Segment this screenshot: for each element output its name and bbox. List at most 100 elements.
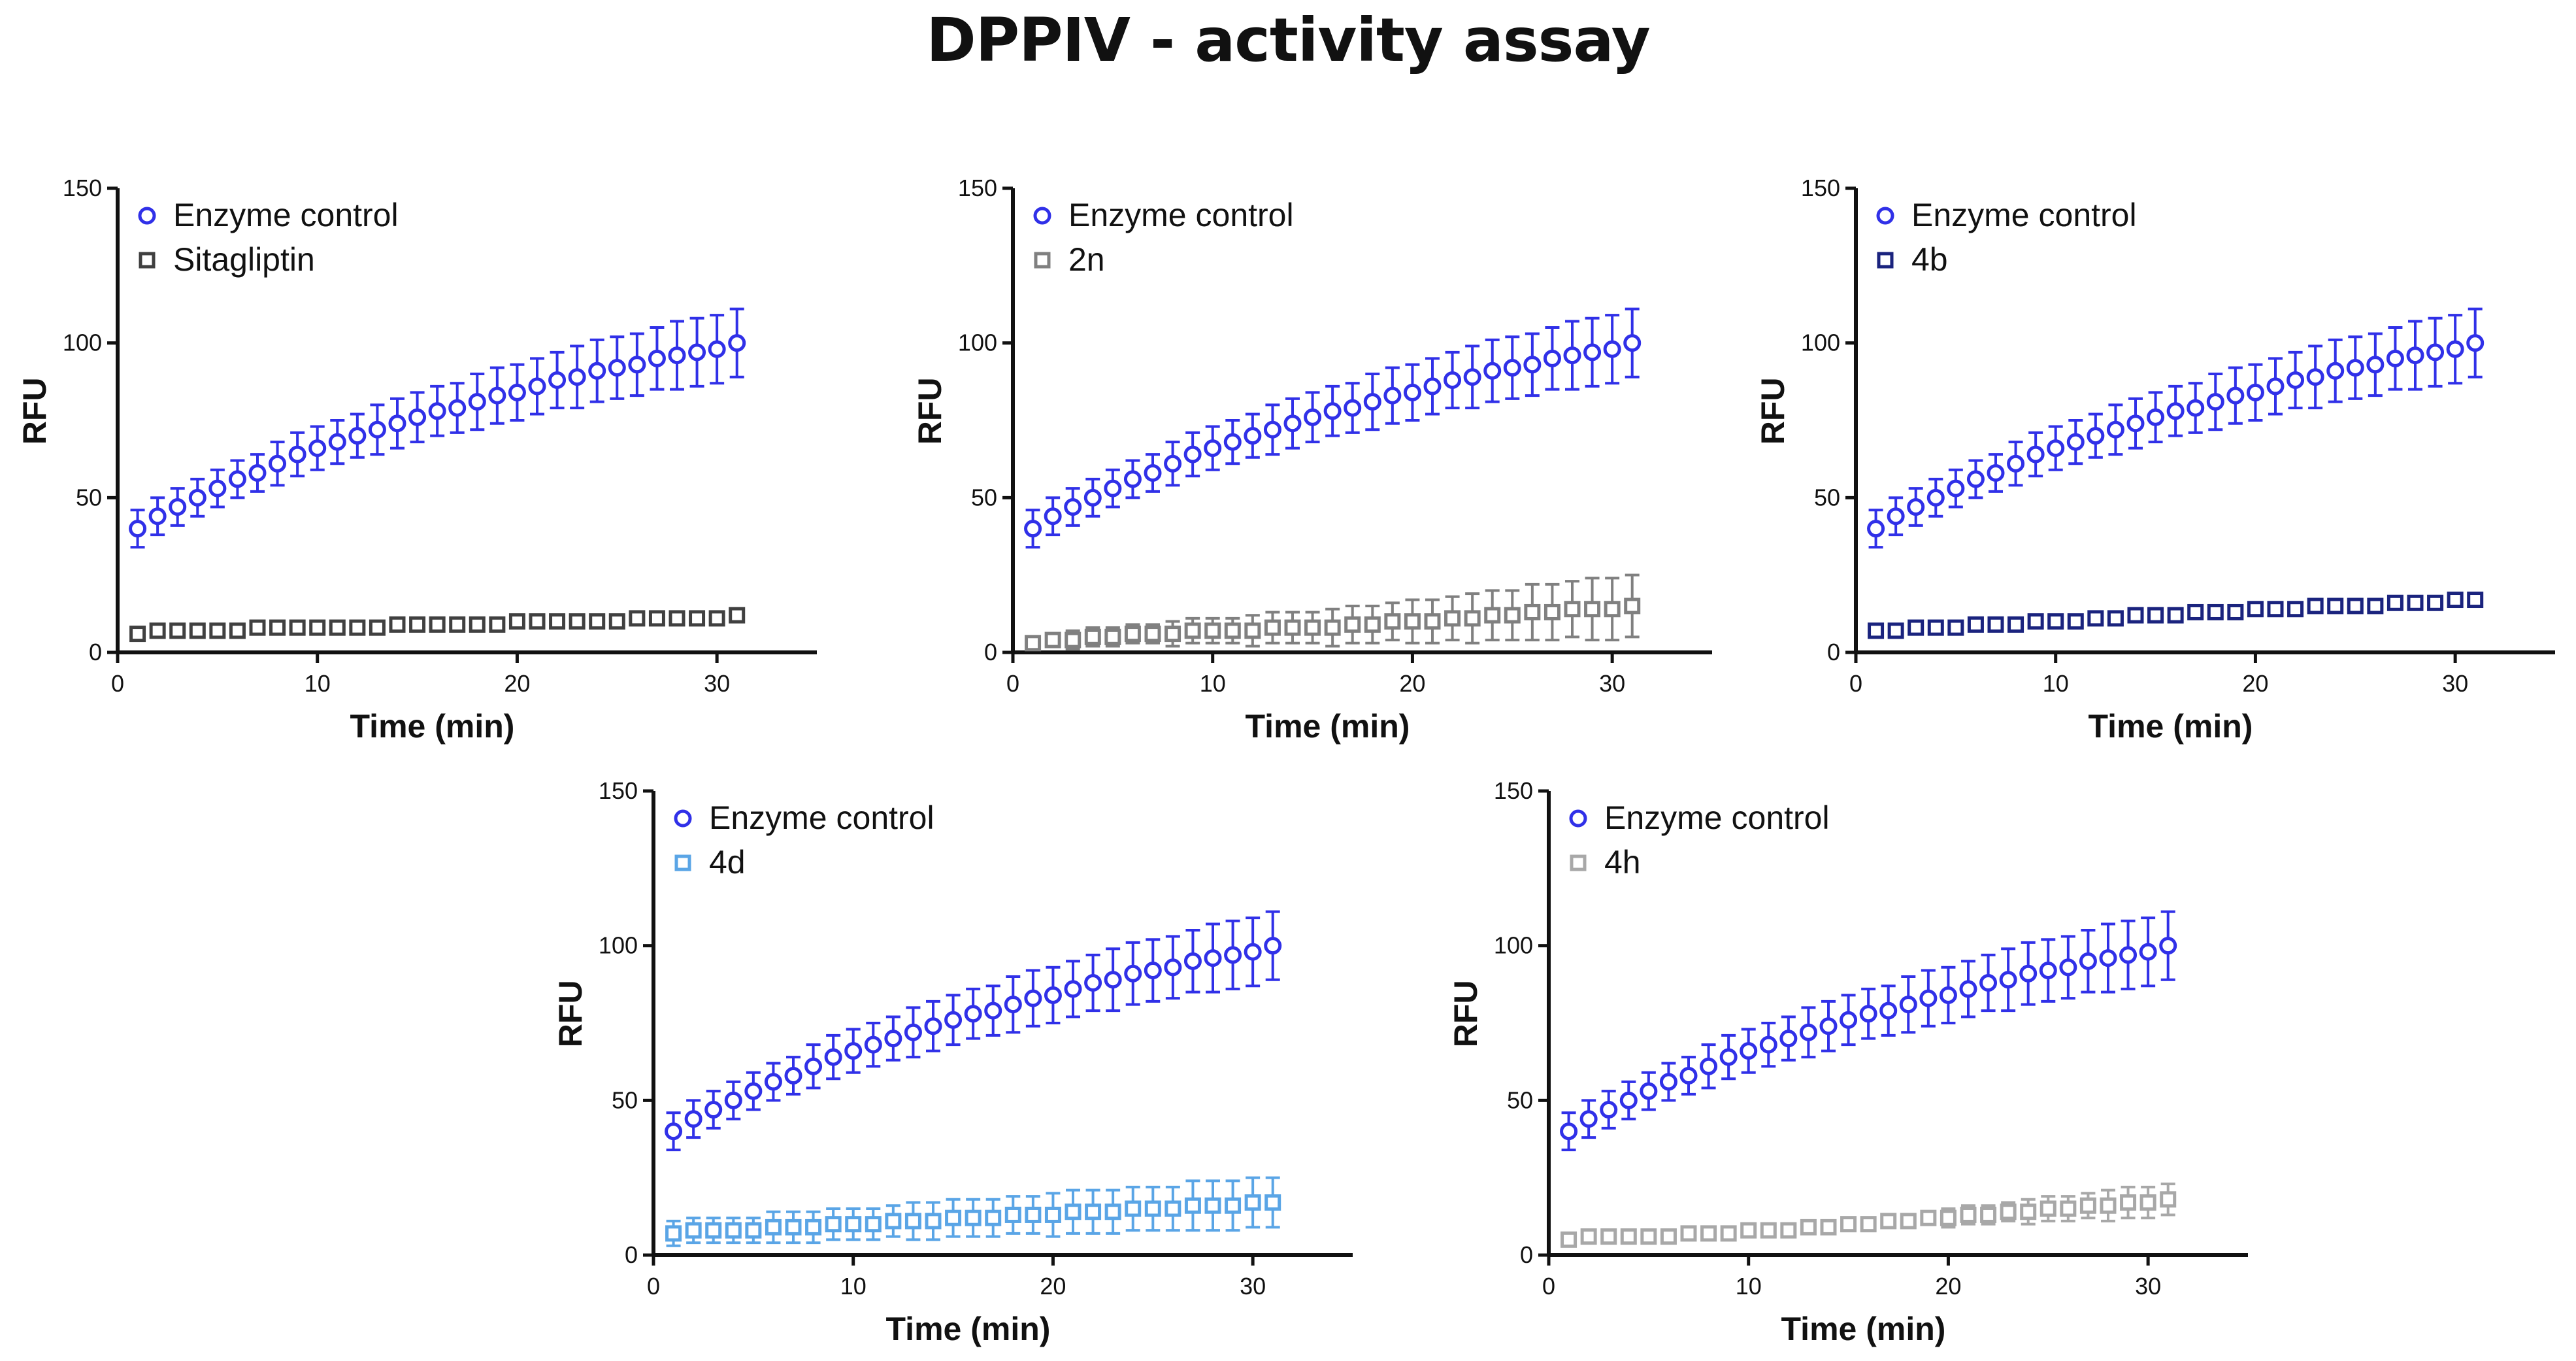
panel3-point — [1907, 619, 1924, 636]
panel2-point — [1543, 349, 1561, 367]
panel5-point — [2059, 958, 2077, 977]
panel1-point — [529, 613, 546, 630]
panel5-point — [1620, 1228, 1637, 1245]
panel2-point — [1064, 498, 1082, 516]
panel1-point — [209, 622, 226, 639]
panel3-point — [2447, 592, 2464, 609]
panel4-point — [944, 1011, 963, 1029]
panel4-point — [1164, 958, 1182, 977]
panel5-point — [1660, 1228, 1677, 1245]
panel3-point — [2026, 445, 2045, 463]
panel4-point — [884, 1030, 902, 1048]
panel2-point — [1583, 343, 1602, 361]
panel4-ytick-label: 50 — [612, 1086, 638, 1113]
panel2-point — [1623, 334, 1642, 352]
panel4-point — [825, 1216, 842, 1233]
panel5-point — [1840, 1011, 1858, 1029]
panel3-point — [1927, 619, 1944, 636]
panel4-ytick-label: 150 — [599, 777, 638, 804]
chart-panel-2n: 0 50 100 150 0 10 20 30 Time (min) RFU Enzyme cont… — [912, 175, 1712, 745]
panel5-point — [2019, 964, 2038, 983]
panel1-point — [489, 616, 506, 633]
panel4-point — [1004, 996, 1022, 1014]
panel3-point — [2226, 386, 2245, 405]
panel1-point — [708, 610, 725, 627]
panel1-point — [688, 343, 706, 361]
panel3-point — [2266, 377, 2285, 395]
panel4-legend-label: 4d — [709, 844, 746, 881]
panel1-point — [608, 613, 625, 630]
panel2-point — [1563, 346, 1581, 365]
panel1-point — [388, 414, 406, 433]
panel3-point — [2247, 601, 2264, 618]
panel1-ytick-label: 150 — [63, 175, 102, 201]
panel4-point — [805, 1218, 822, 1235]
panel4-point — [684, 1110, 702, 1128]
panel2-ytick-label: 100 — [958, 329, 997, 356]
panel1-point — [129, 520, 147, 538]
panel1-point — [149, 622, 166, 639]
panel1-point — [589, 613, 606, 630]
panel2-xtick-label: 0 — [1006, 670, 1019, 697]
panel5-point — [2020, 1203, 2037, 1220]
panel3-point — [2147, 408, 2165, 426]
panel4-point — [1104, 971, 1122, 989]
panel5-point — [1640, 1082, 1658, 1100]
panel2-point — [1044, 507, 1062, 526]
panel2-point — [1344, 616, 1361, 633]
panel4-point — [1184, 1197, 1201, 1214]
panel3-point — [1926, 488, 1945, 507]
panel3-point — [2067, 613, 2084, 630]
panel1-point — [428, 402, 446, 420]
panel5-point — [1759, 1035, 1777, 1054]
panel5-point — [1920, 1209, 1937, 1226]
panel4-point — [1183, 952, 1202, 970]
panel2-point — [1584, 601, 1601, 618]
panel5-point — [1780, 1222, 1797, 1239]
panel4-series-4d — [665, 1176, 1281, 1247]
panel2-point — [1224, 622, 1241, 639]
panel4-point — [804, 1057, 823, 1075]
panel3-point — [2027, 613, 2044, 630]
panel3-point — [2467, 592, 2484, 609]
panel1-point — [729, 607, 746, 624]
panel3-series-enzyme — [1867, 307, 2485, 549]
panel5-point — [1659, 1073, 1677, 1091]
panel1-point — [208, 479, 227, 497]
panel2-point — [1504, 607, 1521, 624]
panel4-point — [784, 1066, 802, 1084]
panel5-point — [1840, 1216, 1857, 1233]
panel2-point — [1084, 628, 1101, 645]
panel3-ytick-label: 0 — [1827, 639, 1840, 665]
panel5-xtick-label: 30 — [2135, 1273, 2161, 1300]
panel4-point — [865, 1216, 882, 1233]
panel4-legend-label: Enzyme control — [709, 799, 934, 836]
panel1-point — [228, 470, 246, 488]
panel4-point — [1065, 1203, 1082, 1220]
panel3-point — [1887, 622, 1904, 639]
panel4-point — [1044, 1206, 1061, 1223]
panel5-point — [1580, 1228, 1597, 1245]
panel3-point — [2147, 607, 2164, 624]
panel3-point — [2206, 393, 2224, 411]
panel2-point — [1283, 414, 1302, 433]
panel4-point — [1044, 986, 1062, 1004]
panel1-point — [188, 488, 206, 507]
panel4-point — [1104, 1203, 1121, 1220]
panel2-point — [1363, 393, 1381, 411]
panel3-ytick-label: 100 — [1801, 329, 1840, 356]
panel3-point — [2167, 607, 2184, 624]
panel1-point — [269, 619, 286, 636]
panel5-point — [1679, 1066, 1698, 1084]
panel1-point — [389, 616, 406, 633]
panel5-point — [1579, 1110, 1598, 1128]
panel5-point — [1959, 980, 1977, 998]
panel1-xtick-label: 20 — [504, 670, 530, 697]
panel3-point — [2327, 597, 2344, 614]
panel2-point — [1384, 613, 1401, 630]
panel4-point — [964, 1005, 982, 1023]
panel2-point — [1424, 613, 1441, 630]
panel5-point — [1880, 1213, 1897, 1230]
panel4-point — [1204, 1197, 1221, 1214]
panel4-series-enzyme — [665, 910, 1282, 1152]
